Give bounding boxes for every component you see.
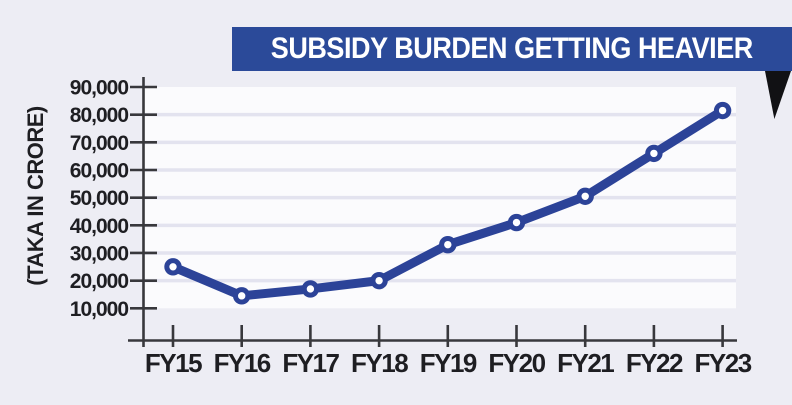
x-tick-label: FY22	[626, 348, 683, 378]
x-tick-label: FY19	[420, 348, 477, 378]
y-tick-label: 10,000	[70, 298, 129, 321]
y-tick-label: 30,000	[70, 242, 129, 265]
x-tick-label: FY16	[214, 348, 271, 378]
y-tick-label: 50,000	[70, 187, 129, 210]
data-point	[164, 258, 182, 276]
data-point	[439, 235, 457, 254]
x-tick-label: FY23	[695, 348, 752, 378]
data-point	[576, 187, 594, 205]
x-tick-label: FY18	[351, 348, 408, 378]
x-tick-label: FY15	[145, 348, 202, 378]
data-point	[370, 271, 388, 290]
y-tick-label: 40,000	[70, 215, 129, 238]
x-tick-label: FY21	[557, 348, 614, 378]
data-point	[507, 213, 526, 232]
y-tick-label: 80,000	[70, 104, 129, 127]
y-tick-label: 70,000	[70, 132, 129, 155]
chart-title: SUBSIDY BURDEN GETTING HEAVIER	[270, 32, 754, 65]
title-banner: SUBSIDY BURDEN GETTING HEAVIER	[232, 27, 792, 71]
y-tick-label: 60,000	[70, 159, 129, 182]
x-tick-label: FY20	[488, 348, 545, 378]
x-tick-label: FY17	[282, 348, 339, 378]
data-point	[301, 280, 320, 298]
y-tick-label: 90,000	[70, 77, 129, 100]
data-point	[233, 287, 251, 305]
data-point	[713, 101, 732, 120]
data-point	[645, 144, 663, 163]
y-tick-label: 20,000	[70, 270, 129, 293]
